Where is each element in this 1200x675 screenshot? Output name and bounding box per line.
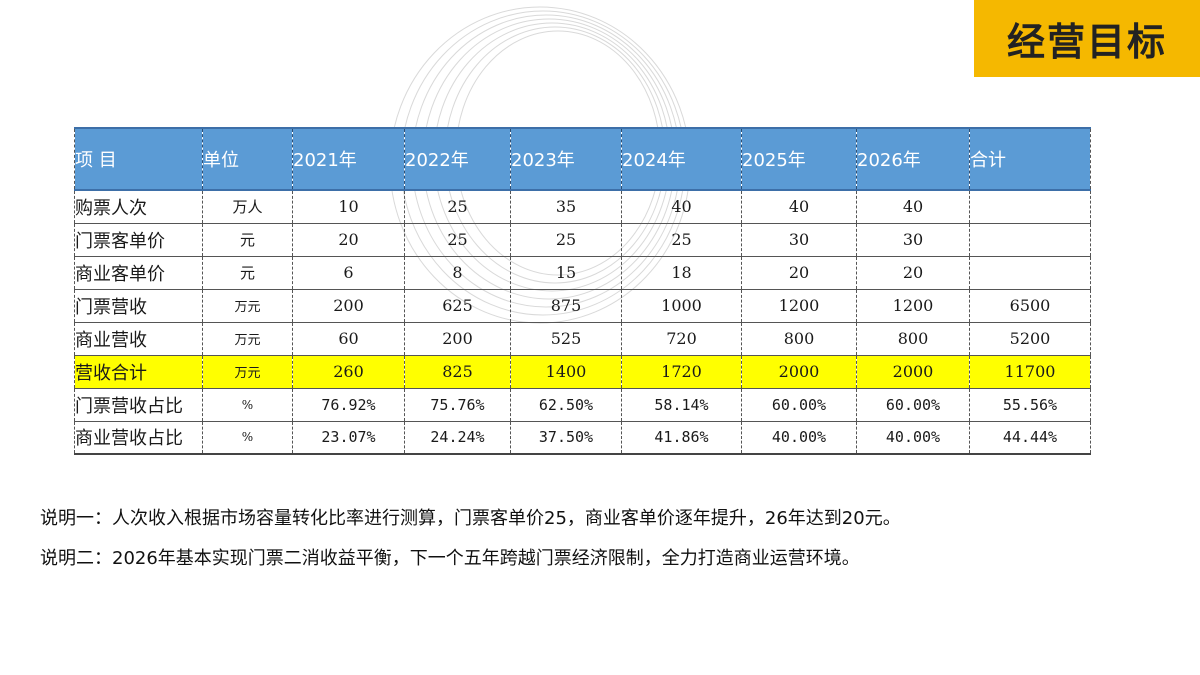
- row-item: 商业客单价: [74, 256, 203, 290]
- cell-value: 35: [510, 190, 622, 224]
- cell-value: 23.07%: [292, 421, 405, 455]
- header-cell: 2021年: [292, 127, 405, 191]
- cell-value: 1000: [621, 289, 742, 323]
- row-unit: 元: [202, 223, 293, 257]
- cell-value: 800: [856, 322, 970, 356]
- cell-total: [969, 256, 1091, 290]
- cell-total: 5200: [969, 322, 1091, 356]
- cell-value: 40.00%: [741, 421, 857, 455]
- note-1: 说明一：人次收入根据市场容量转化比率进行测算，门票客单价25，商业客单价逐年提升…: [40, 508, 901, 529]
- table-row: 门票营收 万元 200 625 875 1000 1200 1200 6500: [74, 289, 1091, 323]
- cell-value: 25: [510, 223, 622, 257]
- row-item: 购票人次: [74, 190, 203, 224]
- cell-value: 260: [292, 355, 405, 389]
- cell-value: 10: [292, 190, 405, 224]
- row-unit: %: [202, 421, 293, 455]
- cell-value: 625: [404, 289, 511, 323]
- cell-total: 6500: [969, 289, 1091, 323]
- cell-value: 40: [856, 190, 970, 224]
- row-item: 商业营收: [74, 322, 203, 356]
- cell-total: 11700: [969, 355, 1091, 389]
- cell-value: 1200: [856, 289, 970, 323]
- table-row: 门票客单价 元 20 25 25 25 30 30: [74, 223, 1091, 257]
- cell-value: 1200: [741, 289, 857, 323]
- cell-value: 75.76%: [404, 388, 511, 422]
- cell-value: 37.50%: [510, 421, 622, 455]
- cell-value: 825: [404, 355, 511, 389]
- header-cell: 2025年: [741, 127, 857, 191]
- header-cell: 2024年: [621, 127, 742, 191]
- header-cell: 2022年: [404, 127, 511, 191]
- row-unit: 万元: [202, 289, 293, 323]
- cell-total: 44.44%: [969, 421, 1091, 455]
- cell-value: 30: [856, 223, 970, 257]
- cell-value: 30: [741, 223, 857, 257]
- cell-value: 875: [510, 289, 622, 323]
- cell-value: 15: [510, 256, 622, 290]
- cell-total: [969, 223, 1091, 257]
- cell-value: 25: [621, 223, 742, 257]
- page-title: 经营目标: [1006, 20, 1167, 64]
- cell-value: 2000: [741, 355, 857, 389]
- cell-value: 800: [741, 322, 857, 356]
- row-item: 商业营收占比: [74, 421, 203, 455]
- table-row: 门票营收占比 % 76.92% 75.76% 62.50% 58.14% 60.…: [74, 388, 1091, 422]
- row-unit: 元: [202, 256, 293, 290]
- header-cell: 项 目: [74, 127, 203, 191]
- row-item: 门票客单价: [74, 223, 203, 257]
- cell-value: 1400: [510, 355, 622, 389]
- row-unit: 万元: [202, 322, 293, 356]
- cell-total: 55.56%: [969, 388, 1091, 422]
- cell-value: 2000: [856, 355, 970, 389]
- cell-value: 200: [292, 289, 405, 323]
- note-2: 说明二：2026年基本实现门票二消收益平衡，下一个五年跨越门票经济限制，全力打造…: [40, 548, 860, 569]
- cell-value: 40: [621, 190, 742, 224]
- title-banner: 经营目标: [974, 0, 1200, 77]
- business-target-table: 项 目 单位 2021年 2022年 2023年 2024年 2025年 202…: [74, 127, 1091, 455]
- cell-value: 525: [510, 322, 622, 356]
- table-row: 购票人次 万人 10 25 35 40 40 40: [74, 190, 1091, 224]
- cell-value: 8: [404, 256, 511, 290]
- cell-value: 20: [856, 256, 970, 290]
- row-item: 营收合计: [74, 355, 203, 389]
- table-header-row: 项 目 单位 2021年 2022年 2023年 2024年 2025年 202…: [74, 127, 1091, 191]
- table-row: 商业营收占比 % 23.07% 24.24% 37.50% 41.86% 40.…: [74, 421, 1091, 455]
- row-item: 门票营收: [74, 289, 203, 323]
- table-row-total: 营收合计 万元 260 825 1400 1720 2000 2000 1170…: [74, 355, 1091, 389]
- table-row: 商业营收 万元 60 200 525 720 800 800 5200: [74, 322, 1091, 356]
- cell-value: 62.50%: [510, 388, 622, 422]
- cell-total: [969, 190, 1091, 224]
- header-cell: 合计: [969, 127, 1091, 191]
- header-cell: 单位: [202, 127, 293, 191]
- table-row: 商业客单价 元 6 8 15 18 20 20: [74, 256, 1091, 290]
- row-unit: 万人: [202, 190, 293, 224]
- cell-value: 20: [741, 256, 857, 290]
- cell-value: 6: [292, 256, 405, 290]
- cell-value: 60.00%: [741, 388, 857, 422]
- cell-value: 58.14%: [621, 388, 742, 422]
- cell-value: 60.00%: [856, 388, 970, 422]
- row-item: 门票营收占比: [74, 388, 203, 422]
- cell-value: 720: [621, 322, 742, 356]
- cell-value: 25: [404, 223, 511, 257]
- cell-value: 18: [621, 256, 742, 290]
- header-cell: 2026年: [856, 127, 970, 191]
- row-unit: 万元: [202, 355, 293, 389]
- cell-value: 20: [292, 223, 405, 257]
- cell-value: 41.86%: [621, 421, 742, 455]
- cell-value: 76.92%: [292, 388, 405, 422]
- cell-value: 24.24%: [404, 421, 511, 455]
- cell-value: 200: [404, 322, 511, 356]
- cell-value: 40.00%: [856, 421, 970, 455]
- row-unit: %: [202, 388, 293, 422]
- cell-value: 1720: [621, 355, 742, 389]
- cell-value: 60: [292, 322, 405, 356]
- cell-value: 25: [404, 190, 511, 224]
- cell-value: 40: [741, 190, 857, 224]
- header-cell: 2023年: [510, 127, 622, 191]
